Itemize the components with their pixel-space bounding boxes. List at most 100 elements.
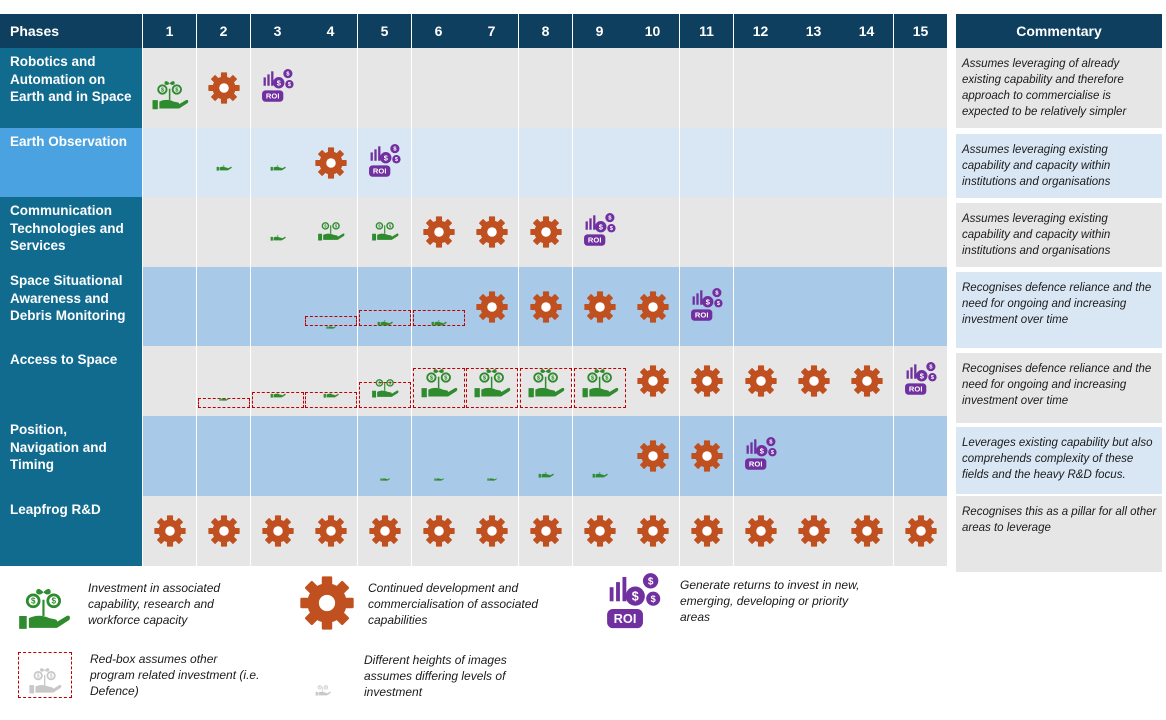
defence-redbox	[359, 310, 411, 326]
svg-text:$: $	[931, 375, 934, 381]
phase-cell	[787, 128, 841, 197]
defence-redbox	[413, 368, 465, 408]
investment-hand-icon: $ $	[312, 213, 350, 241]
investment-hand-icon: $ $	[527, 358, 565, 398]
row-label: Space Situational Awareness and Debris M…	[0, 267, 142, 346]
row-label: Robotics and Automation on Earth and in …	[0, 48, 142, 128]
investment-hand-icon: $ $	[581, 358, 619, 398]
phase-cell	[787, 197, 841, 267]
gear-icon	[207, 514, 241, 548]
defence-redbox	[520, 368, 572, 408]
commentary-header: Commentary	[956, 14, 1162, 48]
phase-cell	[519, 128, 573, 197]
phase-cell	[304, 48, 358, 128]
gear-icon	[298, 574, 356, 632]
svg-text:$: $	[920, 371, 925, 380]
phase-cell	[734, 128, 788, 197]
phase-header-7: 7	[465, 14, 518, 48]
investment-hand-icon: $ $	[16, 576, 72, 630]
gear-icon	[368, 514, 402, 548]
investment-hand-icon	[366, 468, 404, 481]
roi-icon: $ $ $ ROI	[366, 141, 404, 179]
svg-text:$: $	[483, 375, 487, 381]
investment-hand-icon	[527, 462, 565, 478]
gear-icon	[744, 364, 778, 398]
investment-hand-icon: $ $	[151, 70, 189, 110]
gear-icon	[422, 514, 456, 548]
defence-redbox	[574, 368, 626, 408]
gear-icon	[797, 364, 831, 398]
svg-text:$: $	[50, 673, 53, 679]
legend-development-text: Continued development and commercialisat…	[368, 581, 539, 627]
roi-icon: $ $ $ ROI	[688, 285, 726, 323]
svg-text:$: $	[319, 686, 321, 689]
phase-cell	[465, 128, 519, 197]
phase-cell	[143, 128, 197, 197]
phase-header-2: 2	[197, 14, 250, 48]
gear-icon	[153, 514, 187, 548]
svg-text:$: $	[175, 87, 179, 93]
row-label: Communication Technologies and Services	[0, 197, 142, 267]
legend-heights-text: Different heights of images assumes diff…	[364, 653, 507, 699]
row-commentary: Assumes leveraging of already existing c…	[956, 48, 1162, 128]
roi-badge-text: ROI	[266, 92, 280, 101]
row-commentary: Recognises this as a pillar for all othe…	[956, 496, 1162, 572]
legend-redbox-text: Red-box assumes other program related in…	[90, 652, 260, 698]
investment-hand-icon: $ $	[473, 358, 511, 398]
roi-icon: $ $ $ ROI	[902, 359, 940, 397]
phase-cell	[143, 48, 197, 128]
roi-icon: $ $ $ ROI	[602, 568, 666, 632]
phase-cell	[787, 48, 841, 128]
svg-text:$: $	[31, 597, 36, 606]
phase-cell	[894, 267, 948, 346]
phase-cell	[840, 416, 894, 496]
svg-text:$: $	[389, 223, 392, 228]
row-commentary: Recognises defence reliance and the need…	[956, 272, 1162, 348]
svg-text:$: $	[929, 365, 933, 371]
phase-cell	[840, 48, 894, 128]
investment-hand-icon: $ $	[366, 370, 404, 398]
gear-icon	[314, 146, 348, 180]
phase-cell	[358, 346, 412, 416]
svg-text:$: $	[769, 440, 773, 446]
phase-cell	[626, 267, 680, 346]
svg-text:$: $	[537, 375, 541, 381]
phase-cell	[304, 267, 358, 346]
row-label: Earth Observation	[0, 128, 142, 197]
phase-header-5: 5	[358, 14, 411, 48]
phase-cell	[787, 416, 841, 496]
phase-cell	[734, 267, 788, 346]
phase-cell	[626, 128, 680, 197]
phase-cell	[787, 267, 841, 346]
gear-icon	[261, 514, 295, 548]
svg-text:$: $	[395, 157, 398, 163]
gear-icon	[529, 290, 563, 324]
investment-hand-icon: $ $	[366, 213, 404, 241]
investment-hand-icon: $ $	[24, 660, 66, 694]
phase-cell	[734, 48, 788, 128]
gear-icon	[850, 514, 884, 548]
phase-cell	[304, 346, 358, 416]
svg-text:$: $	[335, 223, 338, 228]
gear-icon	[636, 439, 670, 473]
svg-text:$: $	[608, 216, 612, 222]
svg-text:$: $	[760, 446, 765, 455]
svg-text:$: $	[715, 290, 719, 296]
phase-cell	[626, 48, 680, 128]
phase-header-1: 1	[143, 14, 196, 48]
phase-cell	[894, 416, 948, 496]
phase-cell	[680, 197, 734, 267]
phase-cell	[143, 267, 197, 346]
gear-icon	[207, 71, 241, 105]
svg-text:$: $	[717, 301, 720, 307]
investment-hand-icon	[473, 468, 511, 481]
svg-text:$: $	[324, 223, 327, 228]
svg-text:$: $	[599, 222, 604, 231]
legend-redbox	[18, 652, 72, 698]
gear-icon	[744, 514, 778, 548]
phase-header-11: 11	[680, 14, 733, 48]
phase-cell	[840, 267, 894, 346]
svg-text:$: $	[651, 594, 656, 604]
phase-header-8: 8	[519, 14, 572, 48]
roi-badge-text: ROI	[588, 236, 602, 245]
